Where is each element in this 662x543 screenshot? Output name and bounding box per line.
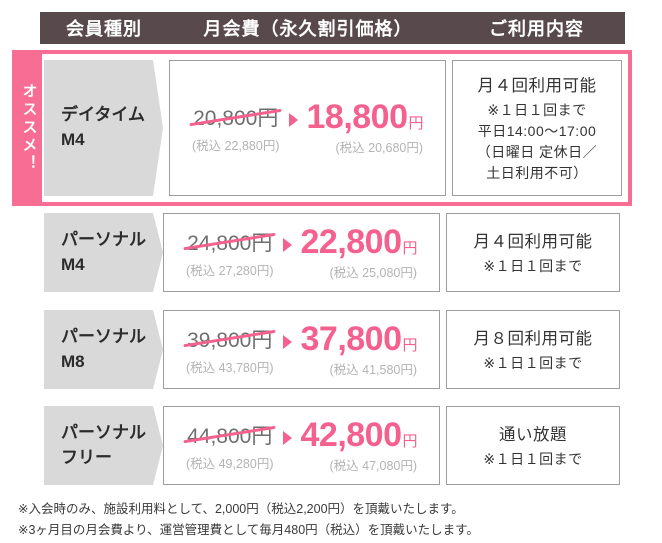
usage-title: 通い放題 [499, 426, 567, 444]
usage-cell: 通い放題 ※１日１回まで [446, 406, 620, 485]
new-price-block: 18,800円 (税込 20,680円) [307, 100, 424, 156]
usage-line: ※１日１回まで [483, 258, 583, 274]
new-price-block: 22,800円 (税込 25,080円) [301, 225, 418, 281]
currency-unit: 円 [408, 115, 424, 132]
plan-name-line1: パーソナル [61, 326, 146, 346]
old-price-tax: (税込 43,780円) [185, 360, 274, 375]
new-price: 37,800 [300, 319, 403, 358]
recommended-badge-label: オススメ！ [20, 83, 38, 173]
header-monthly-fee: 月会費（永久割引価格） [203, 19, 413, 39]
usage-title: 月８回利用可能 [473, 330, 593, 348]
usage-cell: 月８回利用可能 ※１日１回まで [446, 310, 620, 389]
currency-unit: 円 [402, 336, 418, 354]
new-price: 22,800 [300, 222, 403, 261]
recommended-row-body: デイタイム M4 20,800円 (税込 22,880円) 18,800円 (税… [42, 54, 628, 202]
plan-name-line1: デイタイム [61, 105, 145, 125]
header-member-type: 会員種別 [66, 19, 142, 39]
plan-name-line2: M4 [61, 254, 85, 274]
old-price: 44,800円 [187, 420, 272, 450]
arrow-right-icon [282, 430, 292, 445]
footnote-line: ※3ヶ月目の月会費より、運営管理費として毎月480円（税込）を頂戴いたします。 [18, 523, 479, 538]
new-price-tax: (税込 25,080円) [329, 265, 418, 280]
usage-line: （日曜日 定休日／ [476, 144, 598, 160]
plan-name-cell: パーソナル M4 [44, 213, 163, 292]
price-cell: 20,800円 (税込 22,880円) 18,800円 (税込 20,680円… [169, 60, 446, 196]
plan-name-line2: M4 [61, 130, 85, 149]
plan-row: パーソナル M4 24,800円 (税込 27,280円) 22,800円 (税… [44, 213, 620, 292]
usage-cell: 月４回利用可能 ※１日１回まで 平日14:00〜17:00 （日曜日 定休日／ … [452, 60, 622, 196]
usage-line: 土日利用不可） [486, 165, 588, 181]
new-price: 18,800 [306, 98, 409, 136]
plan-row: パーソナル フリー 44,800円 (税込 49,280円) 42,800円 (… [44, 406, 620, 485]
old-price: 39,800円 [187, 324, 272, 354]
usage-line: 平日14:00〜17:00 [477, 123, 597, 139]
price-cell: 39,800円 (税込 43,780円) 37,800円 (税込 41,580円… [163, 310, 440, 389]
recommended-plan-row: オススメ！ デイタイム M4 20,800円 (税込 22,880円) 18,8… [12, 50, 632, 206]
old-price-block: 24,800円 (税込 27,280円) [186, 227, 274, 279]
old-price-tax: (税込 22,880円) [191, 139, 280, 153]
footnote-line: ※入会時のみ、施設利用料として、2,000円（税込2,200円）を頂戴いたします… [18, 502, 464, 516]
new-price: 42,800 [300, 415, 403, 454]
currency-unit: 円 [402, 239, 418, 257]
new-price-tax: (税込 41,580円) [329, 362, 418, 377]
plan-name-cell: パーソナル フリー [44, 406, 163, 485]
table-header: 会員種別 月会費（永久割引価格） ご利用内容 [40, 12, 625, 44]
new-price-tax: (税込 47,080円) [329, 458, 418, 473]
usage-line: ※１日１回まで [487, 102, 587, 118]
currency-unit: 円 [402, 432, 418, 450]
price-cell: 44,800円 (税込 49,280円) 42,800円 (税込 47,080円… [163, 406, 440, 485]
footnotes: ※入会時のみ、施設利用料として、2,000円（税込2,200円）を頂戴いたします… [18, 499, 479, 542]
old-price-tax: (税込 27,280円) [185, 263, 274, 278]
usage-line: ※１日１回まで [483, 451, 583, 467]
usage-cell: 月４回利用可能 ※１日１回まで [446, 213, 620, 292]
old-price-block: 44,800円 (税込 49,280円) [186, 420, 274, 472]
new-price-line: 37,800円 [301, 322, 418, 356]
plan-name-line1: パーソナル [61, 229, 146, 249]
arrow-right-icon [282, 334, 292, 349]
new-price-line: 42,800円 [301, 418, 418, 452]
plan-name-line2: M8 [61, 351, 85, 371]
usage-title: 月４回利用可能 [477, 77, 597, 95]
plan-name-line2: フリー [61, 447, 112, 467]
plan-name-line1: パーソナル [61, 422, 146, 442]
new-price-line: 22,800円 [301, 225, 418, 259]
usage-line: ※１日１回まで [483, 355, 583, 371]
plan-row: パーソナル M8 39,800円 (税込 43,780円) 37,800円 (税… [44, 310, 620, 389]
new-price-tax: (税込 20,680円) [335, 141, 424, 155]
old-price-tax: (税込 49,280円) [185, 456, 274, 471]
new-price-block: 42,800円 (税込 47,080円) [301, 418, 418, 474]
plan-name-cell: デイタイム M4 [44, 60, 163, 196]
header-usage-detail: ご利用内容 [489, 19, 584, 39]
old-price: 20,800円 [193, 102, 278, 132]
old-price-block: 39,800円 (税込 43,780円) [186, 324, 274, 376]
new-price-block: 37,800円 (税込 41,580円) [301, 322, 418, 378]
price-cell: 24,800円 (税込 27,280円) 22,800円 (税込 25,080円… [163, 213, 440, 292]
recommended-badge: オススメ！ [16, 54, 42, 202]
old-price-block: 20,800円 (税込 22,880円) [192, 102, 280, 154]
new-price-line: 18,800円 [307, 100, 424, 134]
usage-title: 月４回利用可能 [473, 233, 593, 251]
plan-name-cell: パーソナル M8 [44, 310, 163, 389]
arrow-right-icon [282, 237, 292, 252]
arrow-right-icon [288, 113, 298, 127]
old-price: 24,800円 [187, 227, 272, 257]
